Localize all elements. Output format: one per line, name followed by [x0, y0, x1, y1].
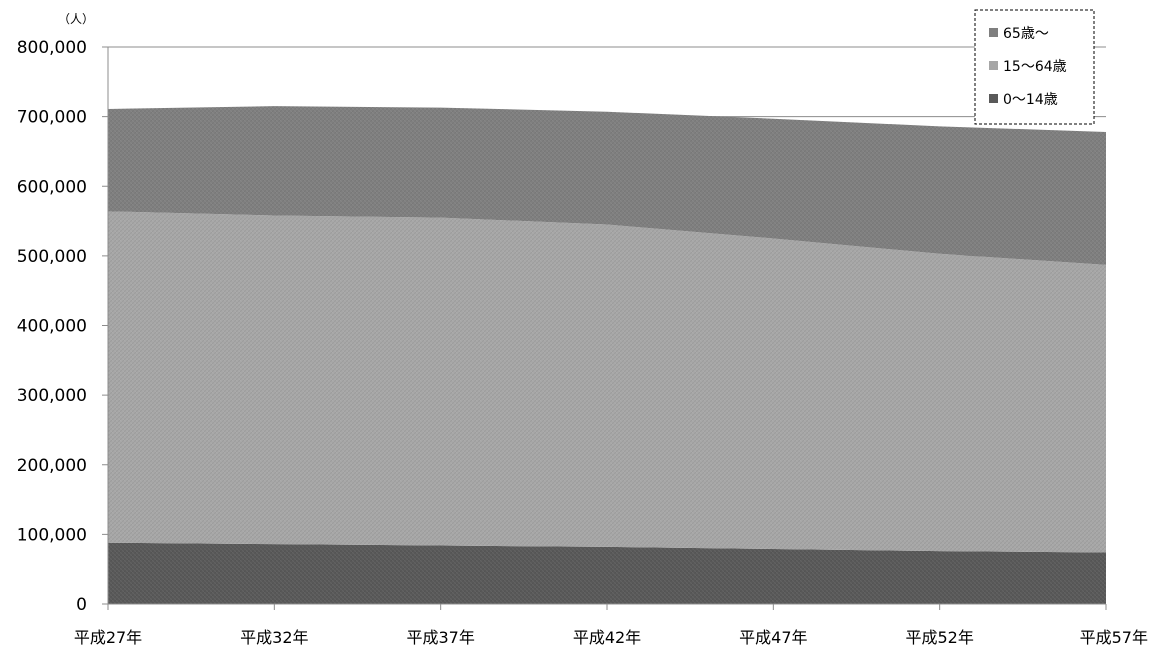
x-tick-label-4: 平成47年: [739, 628, 807, 647]
legend-label-0: 65歳～: [1003, 26, 1049, 42]
area-texture-series-0: [108, 542, 1106, 604]
y-tick-label-8: 800,000: [17, 38, 87, 58]
y-axis-ticks: 0 100,000 200,000 300,000 400,000 500,000 600,…: [17, 38, 108, 615]
y-tick-label-6: 600,000: [17, 177, 87, 197]
x-tick-label-3: 平成42年: [573, 628, 641, 647]
x-tick-label-1: 平成32年: [240, 628, 308, 647]
y-axis-unit: （人）: [58, 12, 94, 26]
legend-swatch-2: [989, 94, 998, 103]
x-tick-label-2: 平成37年: [406, 628, 474, 647]
legend-label-2: 0～14歳: [1003, 92, 1058, 108]
y-tick-label-1: 100,000: [17, 525, 87, 545]
y-tick-label-5: 500,000: [17, 247, 87, 267]
y-tick-label-4: 400,000: [17, 317, 87, 337]
area-texture-series-1: [108, 211, 1106, 553]
x-tick-label-6: 平成57年: [1080, 628, 1148, 647]
y-tick-label-0: 0: [76, 595, 87, 615]
legend-swatch-1: [989, 61, 998, 70]
y-tick-label-7: 700,000: [17, 108, 87, 128]
x-axis-ticks: 平成27年 平成32年 平成37年 平成42年 平成47年 平成52年 平成57年: [74, 604, 1148, 647]
area-series: [108, 106, 1106, 604]
legend-swatch-0: [989, 28, 998, 37]
x-tick-label-0: 平成27年: [74, 628, 142, 647]
y-tick-label-3: 300,000: [17, 386, 87, 406]
legend-label-1: 15～64歳: [1003, 59, 1067, 75]
x-tick-label-5: 平成52年: [905, 628, 973, 647]
y-tick-label-2: 200,000: [17, 456, 87, 476]
legend: 65歳～ 15～64歳 0～14歳: [974, 9, 1095, 125]
area-texture-series-2: [108, 106, 1106, 265]
